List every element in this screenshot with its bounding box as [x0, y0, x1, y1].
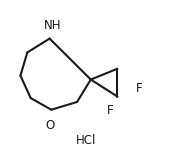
- Text: F: F: [136, 82, 143, 95]
- Text: HCl: HCl: [76, 134, 97, 147]
- Text: F: F: [107, 104, 114, 117]
- Text: O: O: [45, 119, 54, 132]
- Text: NH: NH: [44, 19, 62, 32]
